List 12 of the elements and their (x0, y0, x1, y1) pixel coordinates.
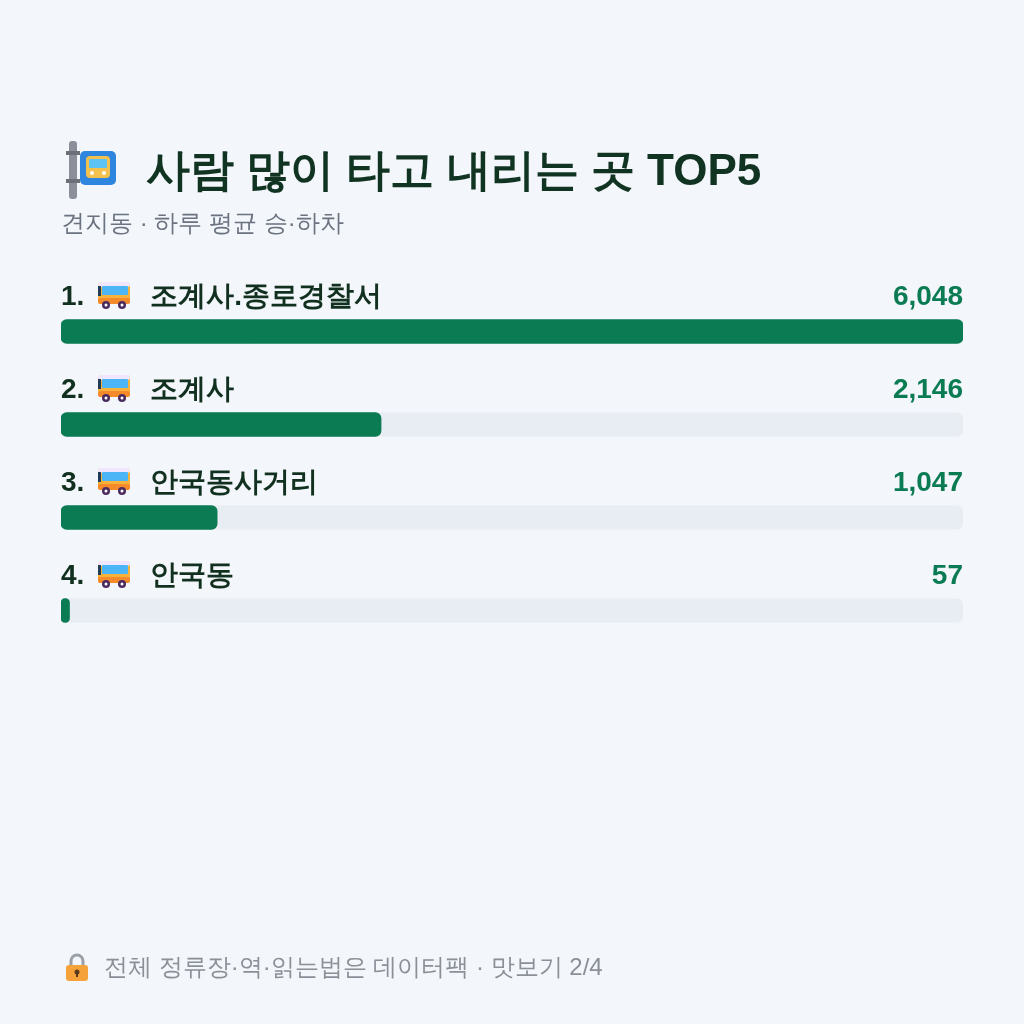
data-label: 2,146 (892, 372, 963, 404)
category-label: 3. 안국동사거리 (61, 465, 319, 497)
data-label: 6,048 (892, 279, 963, 311)
category-label: 1. 조계사.종로경찰서 (61, 279, 383, 311)
category-label: 2. 조계사 (61, 372, 235, 404)
category-label: 4. 안국동 (61, 558, 235, 590)
data-label: 1,047 (892, 465, 963, 497)
data-label: 57 (931, 558, 963, 590)
chart-subtitle: 견지동 · 하루 평균 승·하차 (61, 208, 344, 238)
chart-title: 사람 많이 타고 내리는 곳 TOP5 (146, 143, 762, 196)
bar (61, 505, 218, 530)
text: 전체 정류장·역·읽는법은 데이터팩 · 맛보기 2/4 (104, 952, 603, 982)
